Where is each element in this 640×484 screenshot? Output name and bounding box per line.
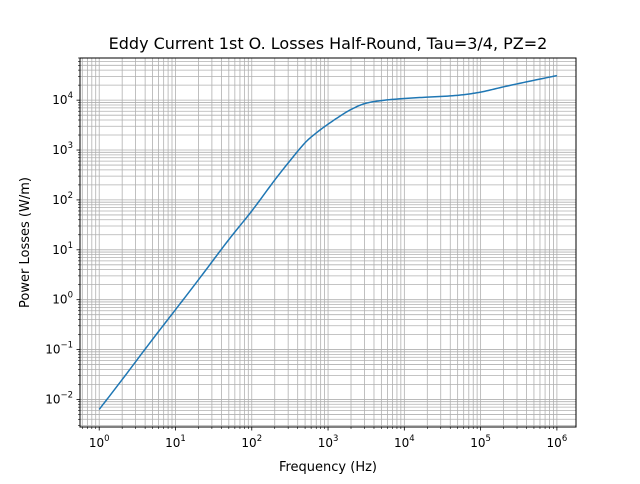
x-tick-label: 106 xyxy=(547,434,568,450)
data-line xyxy=(98,74,558,410)
x-axis-label: Frequency (Hz) xyxy=(279,460,377,475)
y-tick-label: 103 xyxy=(52,141,73,157)
axis-ticks xyxy=(76,57,558,431)
x-tick-labels: 100 101 102 103 104 105 106 xyxy=(89,434,567,450)
y-tick-label: 100 xyxy=(52,291,73,307)
y-tick-label: 102 xyxy=(52,191,73,207)
x-tick-label: 104 xyxy=(394,434,415,450)
x-tick-label: 102 xyxy=(241,434,262,450)
major-gridlines xyxy=(80,58,576,427)
y-tick-label: 104 xyxy=(52,91,73,107)
x-tick-label: 101 xyxy=(165,434,186,450)
x-tick-label: 103 xyxy=(318,434,339,450)
y-axis-label: Power Losses (W/m) xyxy=(18,177,33,308)
y-tick-label: 10−1 xyxy=(45,341,73,357)
x-tick-label: 100 xyxy=(89,434,110,450)
y-tick-labels: 10−2 10−1 100 101 102 103 104 xyxy=(45,91,73,406)
chart-title: Eddy Current 1st O. Losses Half-Round, T… xyxy=(109,34,548,53)
y-tick-label: 10−2 xyxy=(45,390,73,406)
x-tick-label: 105 xyxy=(470,434,491,450)
y-tick-label: 101 xyxy=(52,241,73,257)
